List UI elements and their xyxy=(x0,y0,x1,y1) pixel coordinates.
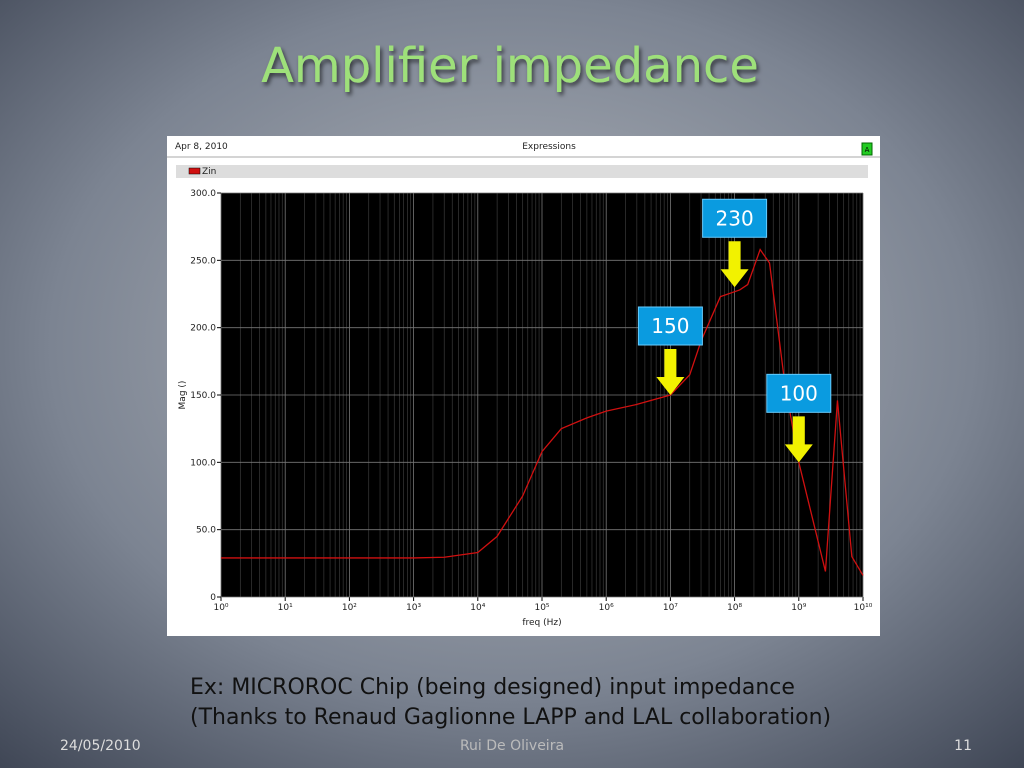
header-button[interactable] xyxy=(861,142,873,156)
slide-title: Amplifier impedance xyxy=(261,38,759,94)
annotation-arrow xyxy=(784,416,813,463)
caption-line: Ex: MICROROC Chip (being designed) input… xyxy=(190,675,795,700)
chart-header: Expressions xyxy=(522,142,576,152)
x-tick-label: 10⁰ xyxy=(213,603,228,613)
x-tick-label: 10¹ xyxy=(278,603,293,613)
y-tick-label: 150.0 xyxy=(190,391,216,401)
x-tick-label: 10⁸ xyxy=(727,603,742,613)
footer-author: Rui De Oliveira xyxy=(460,738,564,754)
footer-page: 11 xyxy=(954,738,972,754)
x-tick-label: 10³ xyxy=(406,603,421,613)
x-tick-label: 10⁴ xyxy=(470,603,485,613)
y-tick-label: 50.0 xyxy=(196,526,216,536)
x-tick-label: 10⁶ xyxy=(599,603,614,613)
x-tick-label: 10⁵ xyxy=(534,603,549,613)
header-button-label[interactable]: A xyxy=(865,146,870,154)
annotation-arrow xyxy=(656,349,685,395)
y-tick-label: 0 xyxy=(210,593,216,603)
chart-date: Apr 8, 2010 xyxy=(175,142,228,152)
y-tick-label: 100.0 xyxy=(190,458,216,468)
x-axis-label: freq (Hz) xyxy=(522,618,561,628)
annotation-box xyxy=(766,373,832,413)
y-axis-label: Mag () xyxy=(178,381,188,410)
y-tick-label: 250.0 xyxy=(190,256,216,266)
x-tick-label: 10¹⁰ xyxy=(854,603,873,613)
footer-date: 24/05/2010 xyxy=(60,738,141,754)
annotation-label: 230 xyxy=(716,206,754,230)
annotation-label: 150 xyxy=(651,314,689,338)
x-tick-label: 10² xyxy=(342,603,357,613)
legend-strip xyxy=(176,165,868,178)
x-tick-label: 10⁷ xyxy=(663,603,678,613)
legend-label: Zin xyxy=(202,167,216,177)
y-tick-label: 200.0 xyxy=(190,324,216,334)
y-tick-label: 300.0 xyxy=(190,189,216,199)
caption-line: (Thanks to Renaud Gaglionne LAPP and LAL… xyxy=(190,705,831,730)
legend-swatch xyxy=(188,167,201,175)
annotation-box xyxy=(637,306,703,346)
annotation-box xyxy=(702,198,768,238)
annotation-label: 100 xyxy=(780,381,818,405)
x-tick-label: 10⁹ xyxy=(791,603,806,613)
annotation-arrow xyxy=(720,241,749,288)
